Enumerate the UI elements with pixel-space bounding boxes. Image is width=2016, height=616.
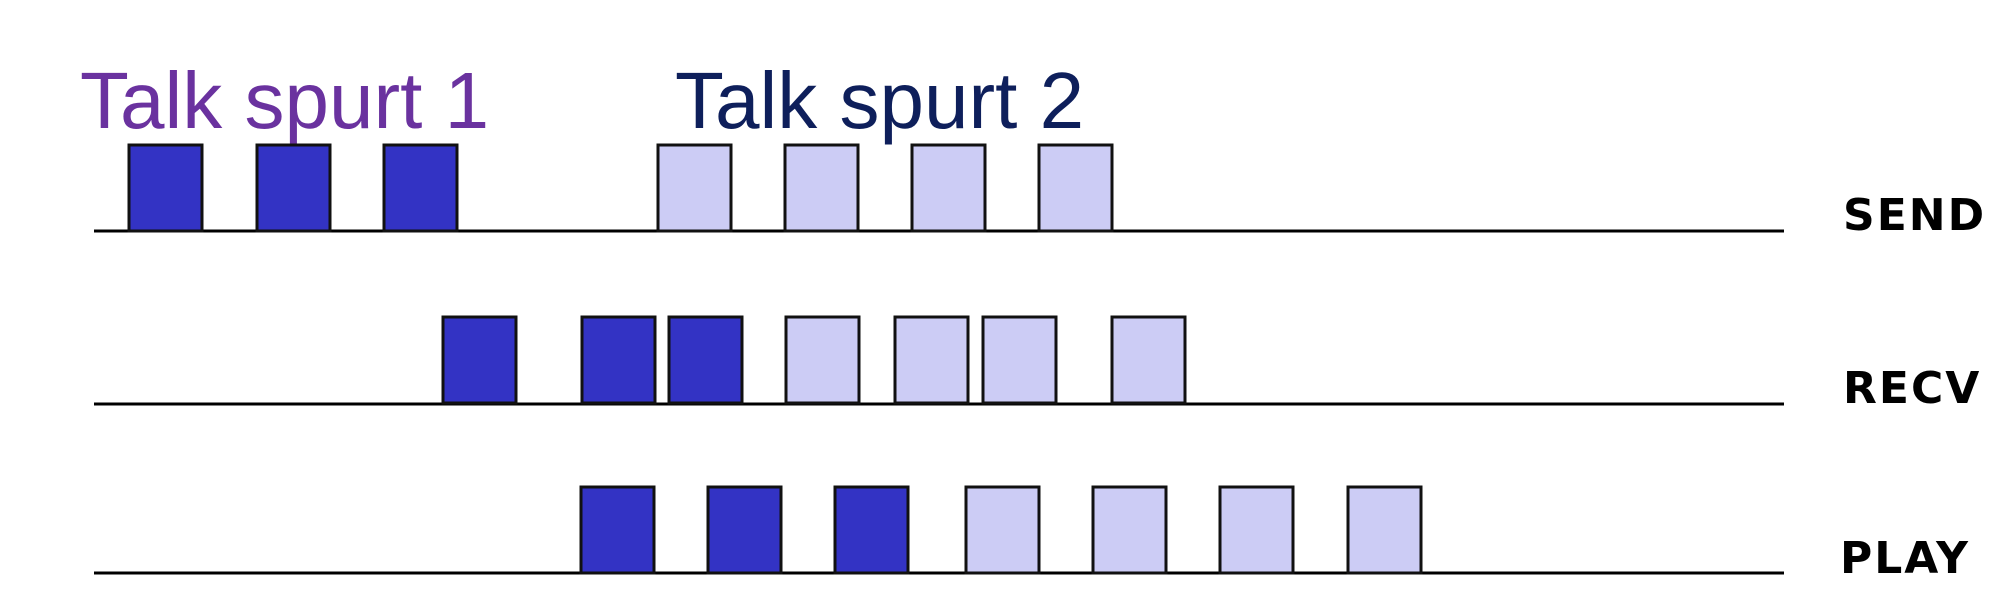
recv-packet-spurt2-7 (1110, 315, 1187, 405)
recv-packet-spurt1-3 (667, 315, 744, 405)
recv-packet-spurt2-5 (893, 315, 970, 405)
recv-packets (441, 315, 1187, 405)
recv-packet-spurt2-6 (981, 315, 1058, 405)
play-packet-spurt1-2 (706, 485, 783, 575)
play-row-label: PLAY (1840, 533, 1970, 584)
play-packet-spurt2-7 (1346, 485, 1423, 575)
send-packet-spurt2-6 (910, 143, 987, 233)
talk-spurt-1-label: Talk spurt 1 (80, 56, 489, 145)
play-packet-spurt1-1 (579, 485, 656, 575)
play-packet-spurt1-3 (833, 485, 910, 575)
send-row: SEND (94, 143, 1986, 241)
play-packet-spurt2-4 (964, 485, 1041, 575)
send-packet-spurt1-3 (382, 143, 459, 233)
send-packet-spurt1-2 (255, 143, 332, 233)
recv-packet-spurt2-4 (784, 315, 861, 405)
send-row-label: SEND (1843, 190, 1986, 241)
send-packet-spurt2-5 (783, 143, 860, 233)
recv-packet-spurt1-2 (580, 315, 657, 405)
send-packets (127, 143, 1114, 233)
recv-packet-spurt1-1 (441, 315, 518, 405)
talk-spurt-2-label: Talk spurt 2 (675, 56, 1084, 145)
send-packet-spurt2-7 (1037, 143, 1114, 233)
recv-row-label: RECV (1843, 363, 1981, 414)
play-packets (579, 485, 1423, 575)
play-packet-spurt2-5 (1091, 485, 1168, 575)
send-packet-spurt1-1 (127, 143, 204, 233)
play-packet-spurt2-6 (1218, 485, 1295, 575)
play-row: PLAY (94, 485, 1970, 584)
send-packet-spurt2-4 (656, 143, 733, 233)
recv-row: RECV (94, 315, 1981, 414)
